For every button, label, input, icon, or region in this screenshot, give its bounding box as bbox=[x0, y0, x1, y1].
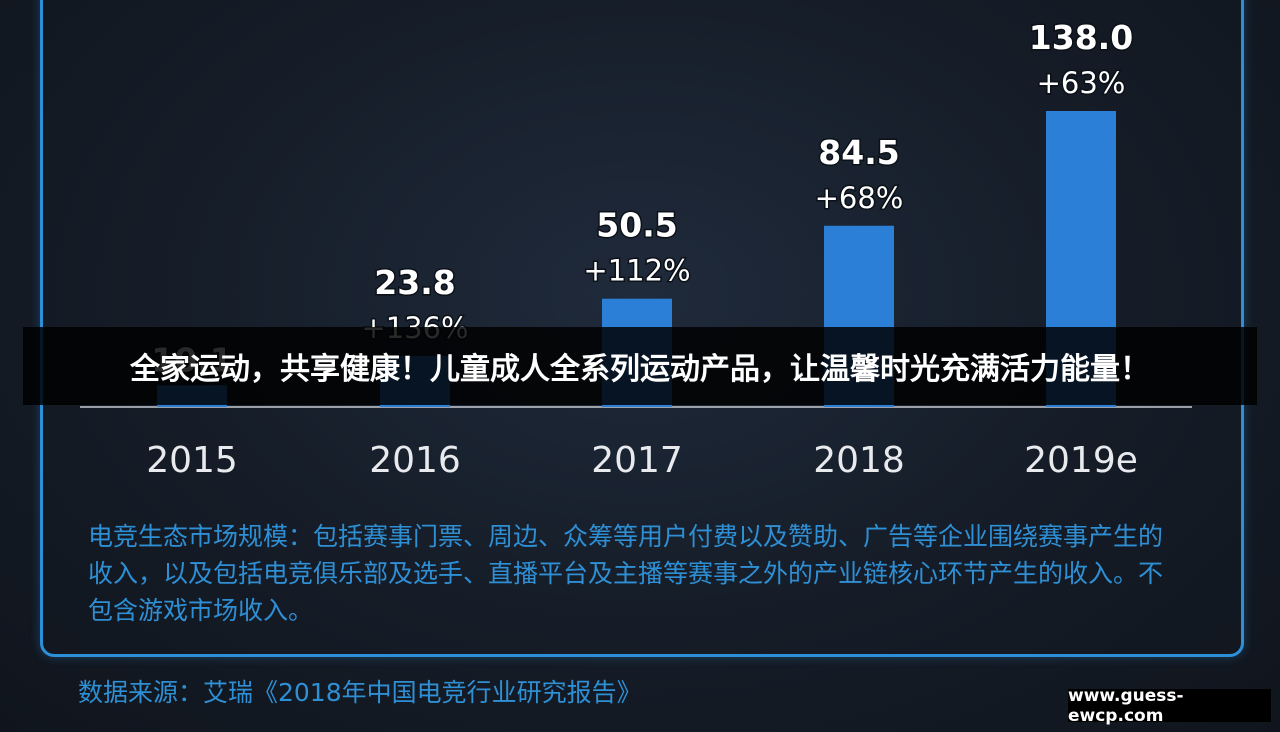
x-tick-2018: 2018 bbox=[813, 440, 905, 481]
value-label-2019e: 138.0 bbox=[1029, 18, 1133, 57]
x-tick-2015: 2015 bbox=[146, 440, 238, 481]
growth-label-2017: +112% bbox=[583, 254, 690, 288]
x-tick-2017: 2017 bbox=[591, 440, 683, 481]
value-label-2016: 23.8 bbox=[374, 263, 455, 302]
x-tick-2019e: 2019e bbox=[1024, 440, 1138, 481]
promo-banner-text: 全家运动，共享健康！儿童成人全系列运动产品，让温馨时光充满活力能量！ bbox=[130, 352, 1150, 387]
value-label-2018: 84.5 bbox=[818, 133, 899, 172]
chart-description: 电竞生态市场规模：包括赛事门票、周边、众筹等用户付费以及赞助、广告等企业围绕赛事… bbox=[88, 522, 1164, 625]
value-label-2017: 50.5 bbox=[596, 206, 677, 245]
watermark-url: www.guess-ewcp.com bbox=[1068, 686, 1271, 726]
data-source-note: 数据来源：艾瑞《2018年中国电竞行业研究报告》 bbox=[78, 678, 642, 707]
growth-label-2018: +68% bbox=[815, 181, 904, 215]
x-tick-2016: 2016 bbox=[369, 440, 461, 481]
promo-banner: 全家运动，共享健康！儿童成人全系列运动产品，让温馨时光充满活力能量！ bbox=[23, 327, 1257, 405]
bar-chart: 10.1201523.8+136%201650.5+112%201784.5+6… bbox=[80, 17, 1192, 481]
growth-label-2019e: +63% bbox=[1037, 66, 1126, 100]
